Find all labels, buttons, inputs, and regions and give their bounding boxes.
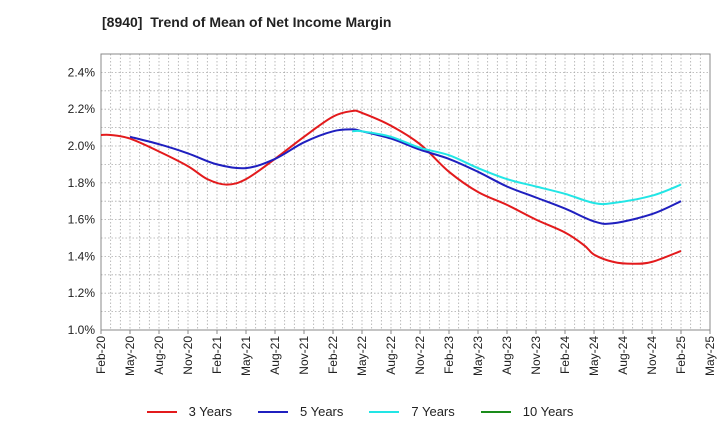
x-tick-label: May-25 bbox=[703, 336, 717, 376]
legend-swatch bbox=[146, 410, 177, 413]
y-tick-label: 1.2% bbox=[68, 286, 96, 300]
x-tick-label: May-22 bbox=[355, 336, 369, 376]
x-tick-label: May-20 bbox=[123, 336, 137, 376]
x-tick-label: Feb-25 bbox=[674, 336, 688, 374]
gridlines bbox=[101, 54, 710, 330]
x-tick-label: Feb-22 bbox=[326, 336, 340, 374]
x-tick-label: Aug-22 bbox=[384, 336, 398, 375]
legend-swatch bbox=[258, 410, 288, 413]
legend-label: 3 Years bbox=[188, 404, 232, 419]
legend-label: 10 Years bbox=[522, 404, 574, 419]
legend-item-5-years: 5 Years bbox=[258, 404, 343, 419]
y-axis: 1.0% 1.2% 1.4% 1.6% 1.8% 2.0% 2.2% 2.4% bbox=[68, 65, 96, 337]
x-tick-label: Nov-23 bbox=[529, 336, 543, 375]
legend-item-10-years: 10 Years bbox=[480, 404, 574, 419]
x-tick-label: Nov-20 bbox=[181, 336, 195, 375]
x-tick-label: Feb-24 bbox=[558, 336, 572, 374]
y-tick-label: 2.0% bbox=[68, 139, 96, 153]
legend-item-3-years: 3 Years bbox=[146, 404, 232, 419]
x-tick-label: Feb-23 bbox=[442, 336, 456, 374]
series-line-3-years bbox=[100, 109, 682, 265]
y-tick-label: 2.2% bbox=[68, 102, 96, 116]
y-tick-label: 1.6% bbox=[68, 213, 96, 227]
x-tick-label: Nov-21 bbox=[297, 336, 311, 375]
x-tick-label: Aug-20 bbox=[152, 336, 166, 375]
legend-swatch bbox=[369, 410, 400, 413]
legend-swatch bbox=[480, 410, 511, 413]
x-tick-label: Nov-24 bbox=[645, 336, 659, 375]
legend-label: 5 Years bbox=[300, 404, 344, 419]
x-tick-label: Feb-21 bbox=[210, 336, 224, 374]
chart-title: [8940] Trend of Mean of Net Income Margi… bbox=[102, 14, 392, 30]
x-tick-label: May-24 bbox=[587, 336, 601, 376]
y-tick-label: 1.8% bbox=[68, 176, 96, 190]
y-tick-label: 1.0% bbox=[68, 323, 96, 337]
x-tick-label: May-23 bbox=[471, 336, 485, 376]
y-tick-label: 1.4% bbox=[68, 249, 96, 263]
legend-item-7-years: 7 Years bbox=[369, 404, 455, 419]
series-line-5-years bbox=[129, 128, 682, 225]
x-tick-label: Feb-20 bbox=[94, 336, 108, 374]
legend-label: 7 Years bbox=[411, 404, 455, 419]
x-tick-label: May-21 bbox=[239, 336, 253, 376]
x-tick-label: Aug-24 bbox=[616, 336, 630, 375]
x-tick-label: Nov-22 bbox=[413, 336, 427, 375]
series-lines bbox=[100, 109, 682, 265]
plot-area bbox=[100, 53, 711, 331]
series-line-7-years bbox=[352, 129, 682, 206]
x-axis: Feb-20 May-20 Aug-20 Nov-20 Feb-21 May-21 Aug-… bbox=[94, 330, 717, 376]
x-tick-label: Aug-23 bbox=[500, 336, 514, 375]
y-tick-label: 2.4% bbox=[68, 65, 96, 79]
legend: 3 Years 5 Years 7 Years 10 Years bbox=[0, 404, 720, 419]
x-tick-label: Aug-21 bbox=[268, 336, 282, 375]
